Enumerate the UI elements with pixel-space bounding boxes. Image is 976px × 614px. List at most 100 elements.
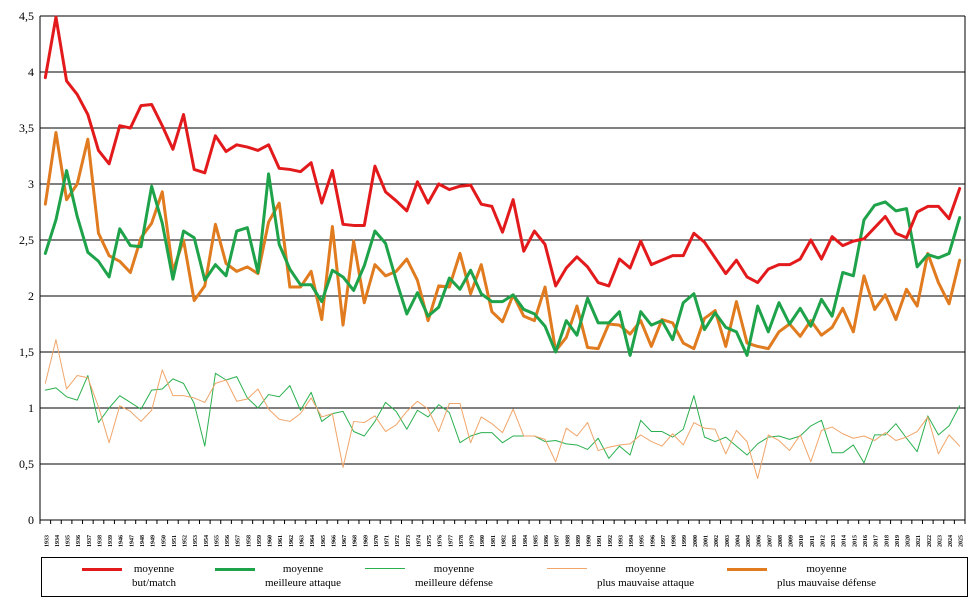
legend-swatch-buts-match — [82, 568, 122, 571]
series-line-0 — [43, 15, 962, 288]
x-tick-label: 1958 — [246, 535, 252, 547]
x-tick-label: 2015 — [852, 535, 858, 547]
legend-swatch-plus-mauvaise-attaque — [547, 568, 587, 569]
x-tick-label: 2013 — [831, 535, 837, 547]
y-tick-label: 0 — [28, 513, 34, 527]
legend-label-meilleure-attaque: moyenne meilleure attaque — [265, 563, 342, 589]
x-tick-label: 1972 — [395, 535, 401, 547]
y-tick-label: 1,5 — [19, 345, 34, 359]
x-tick-label: 2010 — [799, 535, 805, 547]
x-tick-label: 1988 — [565, 535, 571, 547]
legend: moyenne but/match moyenne meilleure atta… — [41, 557, 968, 597]
x-tick-label: 2025 — [959, 535, 965, 547]
x-tick-label: 1948 — [140, 535, 146, 547]
x-tick-label: 1997 — [661, 535, 667, 547]
x-tick-label: 1984 — [523, 535, 529, 547]
x-tick-label: 1973 — [406, 535, 412, 547]
y-axis: 0 0,5 1 1,5 2 2,5 3 3,5 4 4,5 — [19, 9, 34, 527]
x-tick-label: 1959 — [257, 535, 263, 547]
legend-label-plus-mauvaise-attaque: moyenne plus mauvaise attaque — [597, 563, 695, 589]
x-tick-label: 1935 — [66, 535, 72, 547]
y-tick-label: 4 — [28, 65, 34, 79]
legend-swatch-plus-mauvaise-defense — [727, 568, 767, 571]
x-tick-label: 1946 — [119, 535, 125, 547]
x-tick-label: 1937 — [87, 535, 93, 547]
x-tick-label: 1965 — [321, 535, 327, 547]
x-tick-label: 1999 — [682, 535, 688, 547]
x-tick-label: 1933 — [44, 535, 50, 547]
x-tick-label: 1989 — [576, 535, 582, 547]
y-tick-label: 2,5 — [19, 233, 34, 247]
x-tick-label: 2020 — [906, 535, 912, 547]
x-tick-label: 1967 — [342, 535, 348, 547]
x-tick-label: 1949 — [151, 535, 157, 547]
x-tick-label: 1964 — [310, 535, 316, 547]
x-tick-label: 1976 — [438, 535, 444, 547]
x-tick-label: 1951 — [172, 535, 178, 547]
x-tick-label: 2005 — [746, 535, 752, 547]
x-tick-label: 1934 — [55, 535, 61, 547]
y-tick-label: 3,5 — [19, 121, 34, 135]
x-tick-label: 2021 — [916, 535, 922, 547]
x-tick-label: 1963 — [299, 535, 305, 547]
x-tick-label: 2000 — [693, 535, 699, 547]
x-tick-label: 1950 — [161, 535, 167, 547]
x-tick-label: 1962 — [289, 535, 295, 547]
x-tick-label: 1993 — [618, 535, 624, 547]
y-tick-label: 0,5 — [19, 457, 34, 471]
x-tick-label: 1995 — [640, 535, 646, 547]
x-tick-label: 1956 — [225, 535, 231, 547]
y-tick-label: 3 — [28, 177, 34, 191]
x-tick-label: 2011 — [810, 535, 816, 547]
x-tick-label: 1938 — [97, 535, 103, 547]
x-tick-label: 1991 — [597, 535, 603, 547]
x-tick-label: 1980 — [480, 535, 486, 547]
x-axis: 1933 1934 1935 1936 1937 1938 1939 1946 1947 1948… — [39, 520, 966, 547]
x-tick-label: 1970 — [374, 535, 380, 547]
x-tick-label: 2004 — [735, 535, 741, 547]
x-tick-label: 1968 — [353, 535, 359, 547]
x-tick-label: 2003 — [725, 535, 731, 547]
x-tick-label: 2001 — [704, 535, 710, 547]
x-tick-label: 1939 — [108, 535, 114, 547]
legend-swatch-meilleure-defense — [365, 568, 405, 569]
legend-label-meilleure-defense: moyenne meilleure défense — [415, 563, 493, 589]
x-tick-label: 1974 — [416, 535, 422, 547]
x-tick-label: 1954 — [204, 535, 210, 547]
x-tick-label: 2022 — [927, 535, 933, 547]
x-tick-label: 1977 — [448, 535, 454, 547]
x-tick-label: 1947 — [129, 535, 135, 547]
x-tick-label: 1981 — [491, 535, 497, 547]
x-tick-label: 1961 — [278, 535, 284, 547]
x-tick-label: 2023 — [937, 535, 943, 547]
x-tick-label: 1952 — [183, 535, 189, 547]
x-tick-label: 1985 — [533, 535, 539, 547]
x-tick-label: 1992 — [608, 535, 614, 547]
x-tick-label: 2014 — [842, 535, 848, 547]
x-tick-label: 2018 — [884, 535, 890, 547]
x-tick-label: 2007 — [767, 535, 773, 547]
x-tick-label: 2009 — [789, 535, 795, 547]
x-tick-label: 2012 — [820, 535, 826, 547]
series-line-1 — [43, 169, 962, 357]
x-tick-label: 2019 — [895, 535, 901, 547]
x-tick-label: 1979 — [470, 535, 476, 547]
series-line-4 — [43, 130, 962, 353]
x-tick-label: 2002 — [714, 535, 720, 547]
x-tick-label: 2024 — [948, 535, 954, 547]
x-tick-label: 1969 — [363, 535, 369, 547]
series-line-2 — [44, 372, 961, 464]
x-tick-label: 2006 — [757, 535, 763, 547]
x-tick-label: 2017 — [874, 535, 880, 547]
x-tick-label: 1987 — [555, 535, 561, 547]
x-tick-label: 1957 — [236, 535, 242, 547]
x-tick-label: 1996 — [650, 535, 656, 547]
x-tick-label: 1994 — [629, 535, 635, 547]
legend-label-buts-match: moyenne but/match — [132, 563, 176, 589]
x-tick-label: 1978 — [459, 535, 465, 547]
y-tick-label: 4,5 — [19, 9, 34, 23]
x-tick-label: 1966 — [331, 535, 337, 547]
